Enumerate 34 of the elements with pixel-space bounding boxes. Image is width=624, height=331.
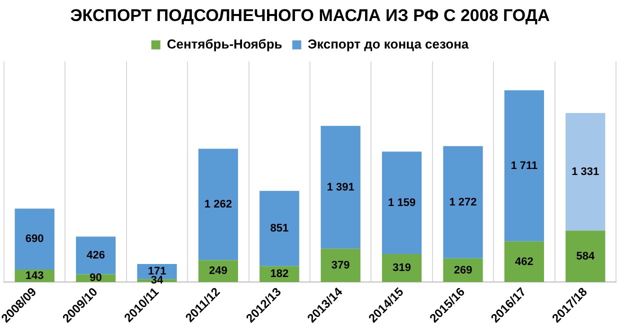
bar — [382, 152, 422, 254]
bar — [566, 113, 606, 231]
bar — [198, 148, 238, 260]
data-label: 426 — [86, 249, 105, 262]
legend-label: Сентябрь-Ноябрь — [166, 36, 282, 52]
data-label: 249 — [209, 265, 228, 278]
chart-title: ЭКСПОРТ ПОДСОЛНЕЧНОГО МАСЛА ИЗ РФ С 2008 ГОДА — [70, 6, 550, 25]
data-label: 1 272 — [449, 196, 477, 208]
bar — [260, 190, 300, 266]
bar — [566, 230, 606, 282]
bar — [320, 248, 360, 282]
data-label: 1 262 — [204, 198, 232, 210]
bar — [320, 126, 360, 249]
bar — [504, 241, 544, 282]
data-label: 90 — [90, 272, 102, 284]
data-label: 462 — [515, 256, 534, 268]
bar — [504, 90, 544, 242]
bar — [76, 236, 116, 274]
data-label: 1 331 — [572, 166, 600, 178]
data-label: 379 — [331, 259, 350, 272]
bar — [443, 146, 483, 258]
data-label: 269 — [454, 264, 472, 276]
data-label: 851 — [270, 222, 289, 235]
data-label: 1 159 — [388, 196, 416, 209]
bar — [14, 208, 54, 270]
data-label: 690 — [25, 233, 44, 246]
legend-label: Экспорт до конца сезона — [308, 36, 470, 52]
bar — [382, 254, 422, 282]
data-label: 584 — [576, 250, 596, 262]
data-label: 319 — [392, 262, 411, 274]
data-label: 143 — [25, 270, 44, 282]
data-label: 1 391 — [326, 181, 354, 194]
data-label: 182 — [270, 268, 289, 280]
data-label: 1 711 — [510, 160, 538, 172]
